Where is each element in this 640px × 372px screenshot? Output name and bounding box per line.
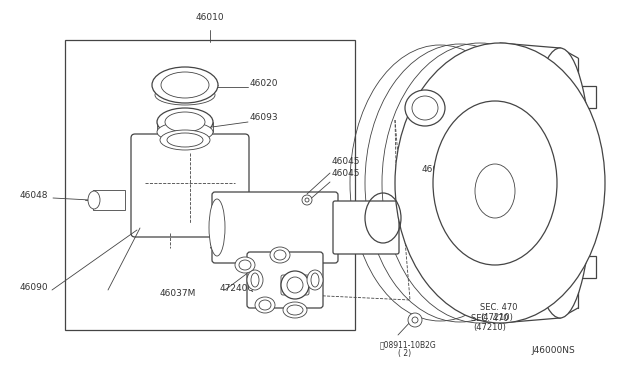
Text: 46010: 46010 — [196, 13, 224, 22]
Ellipse shape — [287, 277, 303, 293]
Text: 46093: 46093 — [250, 113, 278, 122]
Text: SEC. 470: SEC. 470 — [471, 314, 509, 323]
Text: 46048: 46048 — [20, 190, 49, 199]
Ellipse shape — [155, 85, 215, 105]
Text: 46020: 46020 — [250, 78, 278, 87]
Ellipse shape — [283, 302, 307, 318]
Bar — [93, 190, 125, 210]
Text: ⓝ08911-10B2G: ⓝ08911-10B2G — [380, 340, 436, 349]
Ellipse shape — [576, 92, 588, 104]
Ellipse shape — [307, 270, 323, 290]
FancyBboxPatch shape — [281, 275, 309, 295]
Ellipse shape — [235, 257, 255, 273]
Ellipse shape — [311, 273, 319, 287]
Text: SEC. 470: SEC. 470 — [480, 303, 518, 312]
Ellipse shape — [412, 317, 418, 323]
Ellipse shape — [157, 122, 213, 142]
Ellipse shape — [160, 130, 210, 150]
Ellipse shape — [281, 271, 309, 299]
Ellipse shape — [259, 300, 271, 310]
Ellipse shape — [305, 198, 309, 202]
Text: 46045: 46045 — [332, 157, 360, 167]
Text: 46037M: 46037M — [160, 289, 196, 298]
Ellipse shape — [239, 260, 251, 270]
Ellipse shape — [209, 199, 225, 256]
Ellipse shape — [167, 133, 203, 147]
Ellipse shape — [270, 247, 290, 263]
Bar — [568, 86, 596, 108]
FancyBboxPatch shape — [247, 252, 323, 308]
Ellipse shape — [157, 108, 213, 136]
Ellipse shape — [405, 90, 445, 126]
Ellipse shape — [287, 305, 303, 315]
FancyBboxPatch shape — [333, 201, 399, 254]
FancyBboxPatch shape — [131, 134, 249, 237]
Ellipse shape — [152, 67, 218, 103]
Text: 47240Q: 47240Q — [220, 283, 255, 292]
Text: 46090: 46090 — [20, 282, 49, 292]
Ellipse shape — [576, 262, 588, 274]
Ellipse shape — [274, 250, 286, 260]
Ellipse shape — [165, 112, 205, 132]
Bar — [65, 40, 355, 330]
Ellipse shape — [433, 101, 557, 265]
Text: 46015K: 46015K — [422, 166, 456, 174]
FancyBboxPatch shape — [212, 192, 338, 263]
Bar — [568, 256, 596, 278]
Ellipse shape — [251, 273, 259, 287]
Ellipse shape — [475, 164, 515, 218]
Ellipse shape — [161, 72, 209, 98]
Text: (47210): (47210) — [480, 313, 513, 322]
Ellipse shape — [302, 195, 312, 205]
Text: 46045: 46045 — [332, 170, 360, 179]
Text: ( 2): ( 2) — [398, 349, 411, 358]
Ellipse shape — [88, 191, 100, 209]
Ellipse shape — [247, 270, 263, 290]
Text: (47210): (47210) — [474, 323, 506, 332]
Ellipse shape — [412, 96, 438, 120]
Ellipse shape — [528, 48, 592, 318]
Ellipse shape — [395, 43, 605, 323]
Ellipse shape — [255, 297, 275, 313]
Ellipse shape — [408, 313, 422, 327]
Text: J46000NS: J46000NS — [531, 346, 575, 355]
